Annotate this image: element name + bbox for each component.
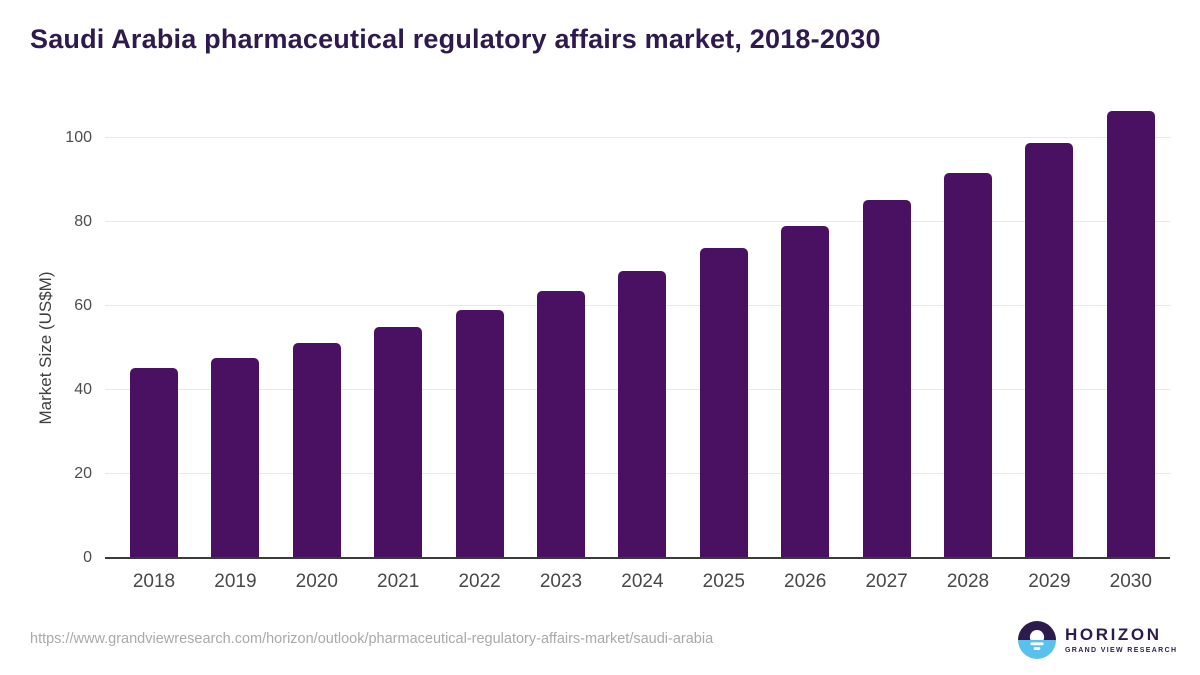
x-tick-label: 2026 [784, 571, 827, 592]
bar-2027 [862, 200, 911, 557]
x-tick-label: 2018 [132, 571, 176, 592]
source-url: https://www.grandviewresearch.com/horizo… [30, 631, 714, 647]
x-tick-label: 2022 [458, 571, 501, 592]
x-tick-label: 2025 [702, 571, 745, 592]
x-tick-label: 2021 [377, 571, 420, 592]
y-tick-label: 60 [74, 297, 92, 314]
x-tick-label: 2027 [865, 571, 908, 592]
x-axis-line [105, 557, 1170, 559]
bar-2018 [130, 367, 178, 557]
x-tick-label: 2020 [295, 571, 338, 592]
x-tick-label: 2029 [1028, 571, 1071, 592]
bar-2024 [618, 270, 667, 557]
x-tick-label: 2028 [946, 571, 990, 592]
bar-2022 [455, 309, 504, 557]
y-tick-label: 40 [74, 381, 92, 398]
bar-2026 [781, 225, 830, 557]
horizon-subtext: GRAND VIEW RESEARCH [1065, 646, 1178, 654]
bar-2029 [1025, 142, 1074, 557]
x-tick-label: 2019 [214, 571, 257, 592]
x-tick-label: 2030 [1109, 571, 1152, 592]
bar-2019 [211, 357, 260, 557]
gridline [105, 137, 1170, 138]
bar-2020 [292, 343, 341, 557]
bar-2030 [1106, 110, 1155, 557]
x-tick-label: 2024 [621, 571, 664, 592]
bar-2025 [699, 248, 748, 557]
y-tick-label: 100 [65, 129, 92, 146]
bar-2023 [537, 290, 585, 557]
horizon-logo-mark-icon [1018, 621, 1056, 659]
y-axis-label: Market Size (US$M) [36, 271, 55, 425]
y-tick-label: 20 [74, 465, 92, 482]
horizon-logo-text: HORIZON GRAND VIEW RESEARCH [1065, 625, 1178, 654]
horizon-wordmark: HORIZON [1065, 625, 1162, 645]
x-tick-label: 2023 [539, 571, 583, 592]
y-tick-label: 80 [74, 213, 92, 230]
y-tick-label: 0 [83, 549, 92, 566]
horizon-logo: HORIZON GRAND VIEW RESEARCH [1018, 621, 1177, 659]
bar-2021 [374, 327, 423, 557]
chart-title: Saudi Arabia pharmaceutical regulatory a… [30, 24, 881, 54]
gridline [105, 221, 1170, 222]
plot-area: 0 20 40 60 80 100 2018 2019 2020 2021 2022 2023 2024… [65, 100, 1170, 592]
bar-2028 [944, 173, 992, 557]
